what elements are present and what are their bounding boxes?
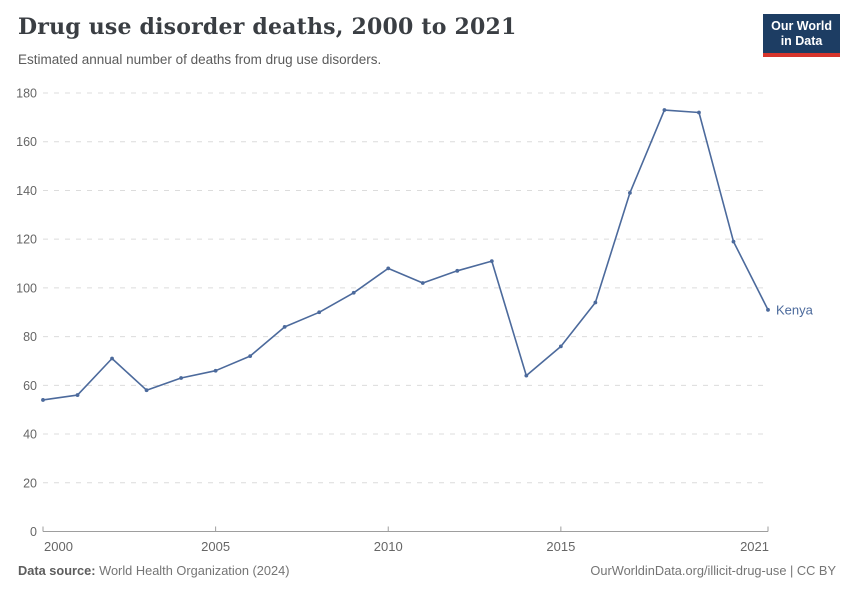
y-tick-label: 80 (23, 330, 37, 344)
credit-link[interactable]: OurWorldinData.org/illicit-drug-use | CC… (590, 563, 836, 578)
data-point[interactable] (697, 110, 701, 115)
x-tick-label: 2021 (740, 539, 769, 554)
series-label-kenya[interactable]: Kenya (776, 302, 814, 317)
y-tick-label: 40 (23, 428, 37, 442)
data-source: Data source: World Health Organization (… (18, 563, 290, 578)
x-tick-label: 2010 (374, 539, 403, 554)
data-point[interactable] (766, 307, 770, 312)
x-tick-label: 2005 (201, 539, 230, 554)
y-tick-label: 180 (16, 87, 37, 101)
data-point[interactable] (213, 368, 218, 373)
data-point[interactable] (420, 281, 425, 285)
data-point[interactable] (558, 344, 563, 349)
data-point[interactable] (628, 190, 632, 195)
data-source-label: Data source: (18, 563, 96, 578)
data-point[interactable] (282, 324, 287, 329)
chart-footer: Data source: World Health Organization (… (18, 563, 836, 578)
data-point[interactable] (524, 373, 529, 378)
data-point[interactable] (351, 290, 356, 295)
data-point[interactable] (179, 376, 183, 380)
data-point[interactable] (489, 259, 494, 263)
owid-logo[interactable]: Our World in Data (763, 14, 840, 57)
data-point[interactable] (731, 239, 736, 244)
data-point[interactable] (110, 356, 114, 361)
data-point[interactable] (248, 354, 253, 358)
owid-logo-line1: Our World (771, 19, 832, 33)
y-tick-label: 20 (23, 476, 37, 490)
x-tick-label: 2015 (546, 539, 575, 554)
x-tick-label: 2000 (44, 539, 73, 554)
y-tick-label: 60 (23, 379, 37, 393)
y-tick-label: 100 (16, 281, 37, 295)
data-point[interactable] (317, 310, 322, 315)
data-point[interactable] (593, 300, 598, 305)
data-point[interactable] (75, 393, 80, 397)
y-tick-label: 120 (16, 233, 37, 247)
data-point[interactable] (386, 266, 391, 271)
data-source-value: World Health Organization (2024) (99, 563, 290, 578)
chart-subtitle: Estimated annual number of deaths from d… (18, 52, 382, 67)
data-point[interactable] (144, 388, 149, 393)
series-line-kenya[interactable] (42, 109, 769, 401)
data-point[interactable] (41, 398, 45, 402)
y-tick-label: 160 (16, 135, 37, 149)
data-point[interactable] (662, 108, 667, 112)
data-point[interactable] (455, 268, 460, 273)
y-tick-label: 0 (30, 525, 37, 539)
owid-logo-line2: in Data (780, 34, 823, 49)
y-tick-label: 140 (16, 184, 37, 198)
page-title: Drug use disorder deaths, 2000 to 2021 (18, 14, 517, 40)
